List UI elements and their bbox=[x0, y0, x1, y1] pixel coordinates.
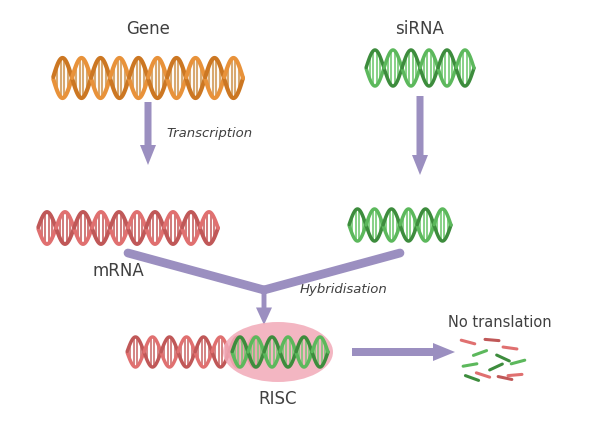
Text: siRNA: siRNA bbox=[396, 20, 445, 38]
Text: Gene: Gene bbox=[126, 20, 170, 38]
Text: Transcription: Transcription bbox=[166, 126, 252, 139]
Ellipse shape bbox=[223, 322, 333, 382]
FancyArrow shape bbox=[140, 102, 156, 165]
FancyArrow shape bbox=[352, 343, 455, 361]
Text: Hybridisation: Hybridisation bbox=[300, 284, 388, 296]
Text: RISC: RISC bbox=[259, 390, 297, 408]
Text: mRNA: mRNA bbox=[92, 262, 144, 280]
FancyArrow shape bbox=[256, 290, 272, 325]
FancyArrow shape bbox=[412, 96, 428, 175]
Text: No translation: No translation bbox=[448, 315, 552, 330]
